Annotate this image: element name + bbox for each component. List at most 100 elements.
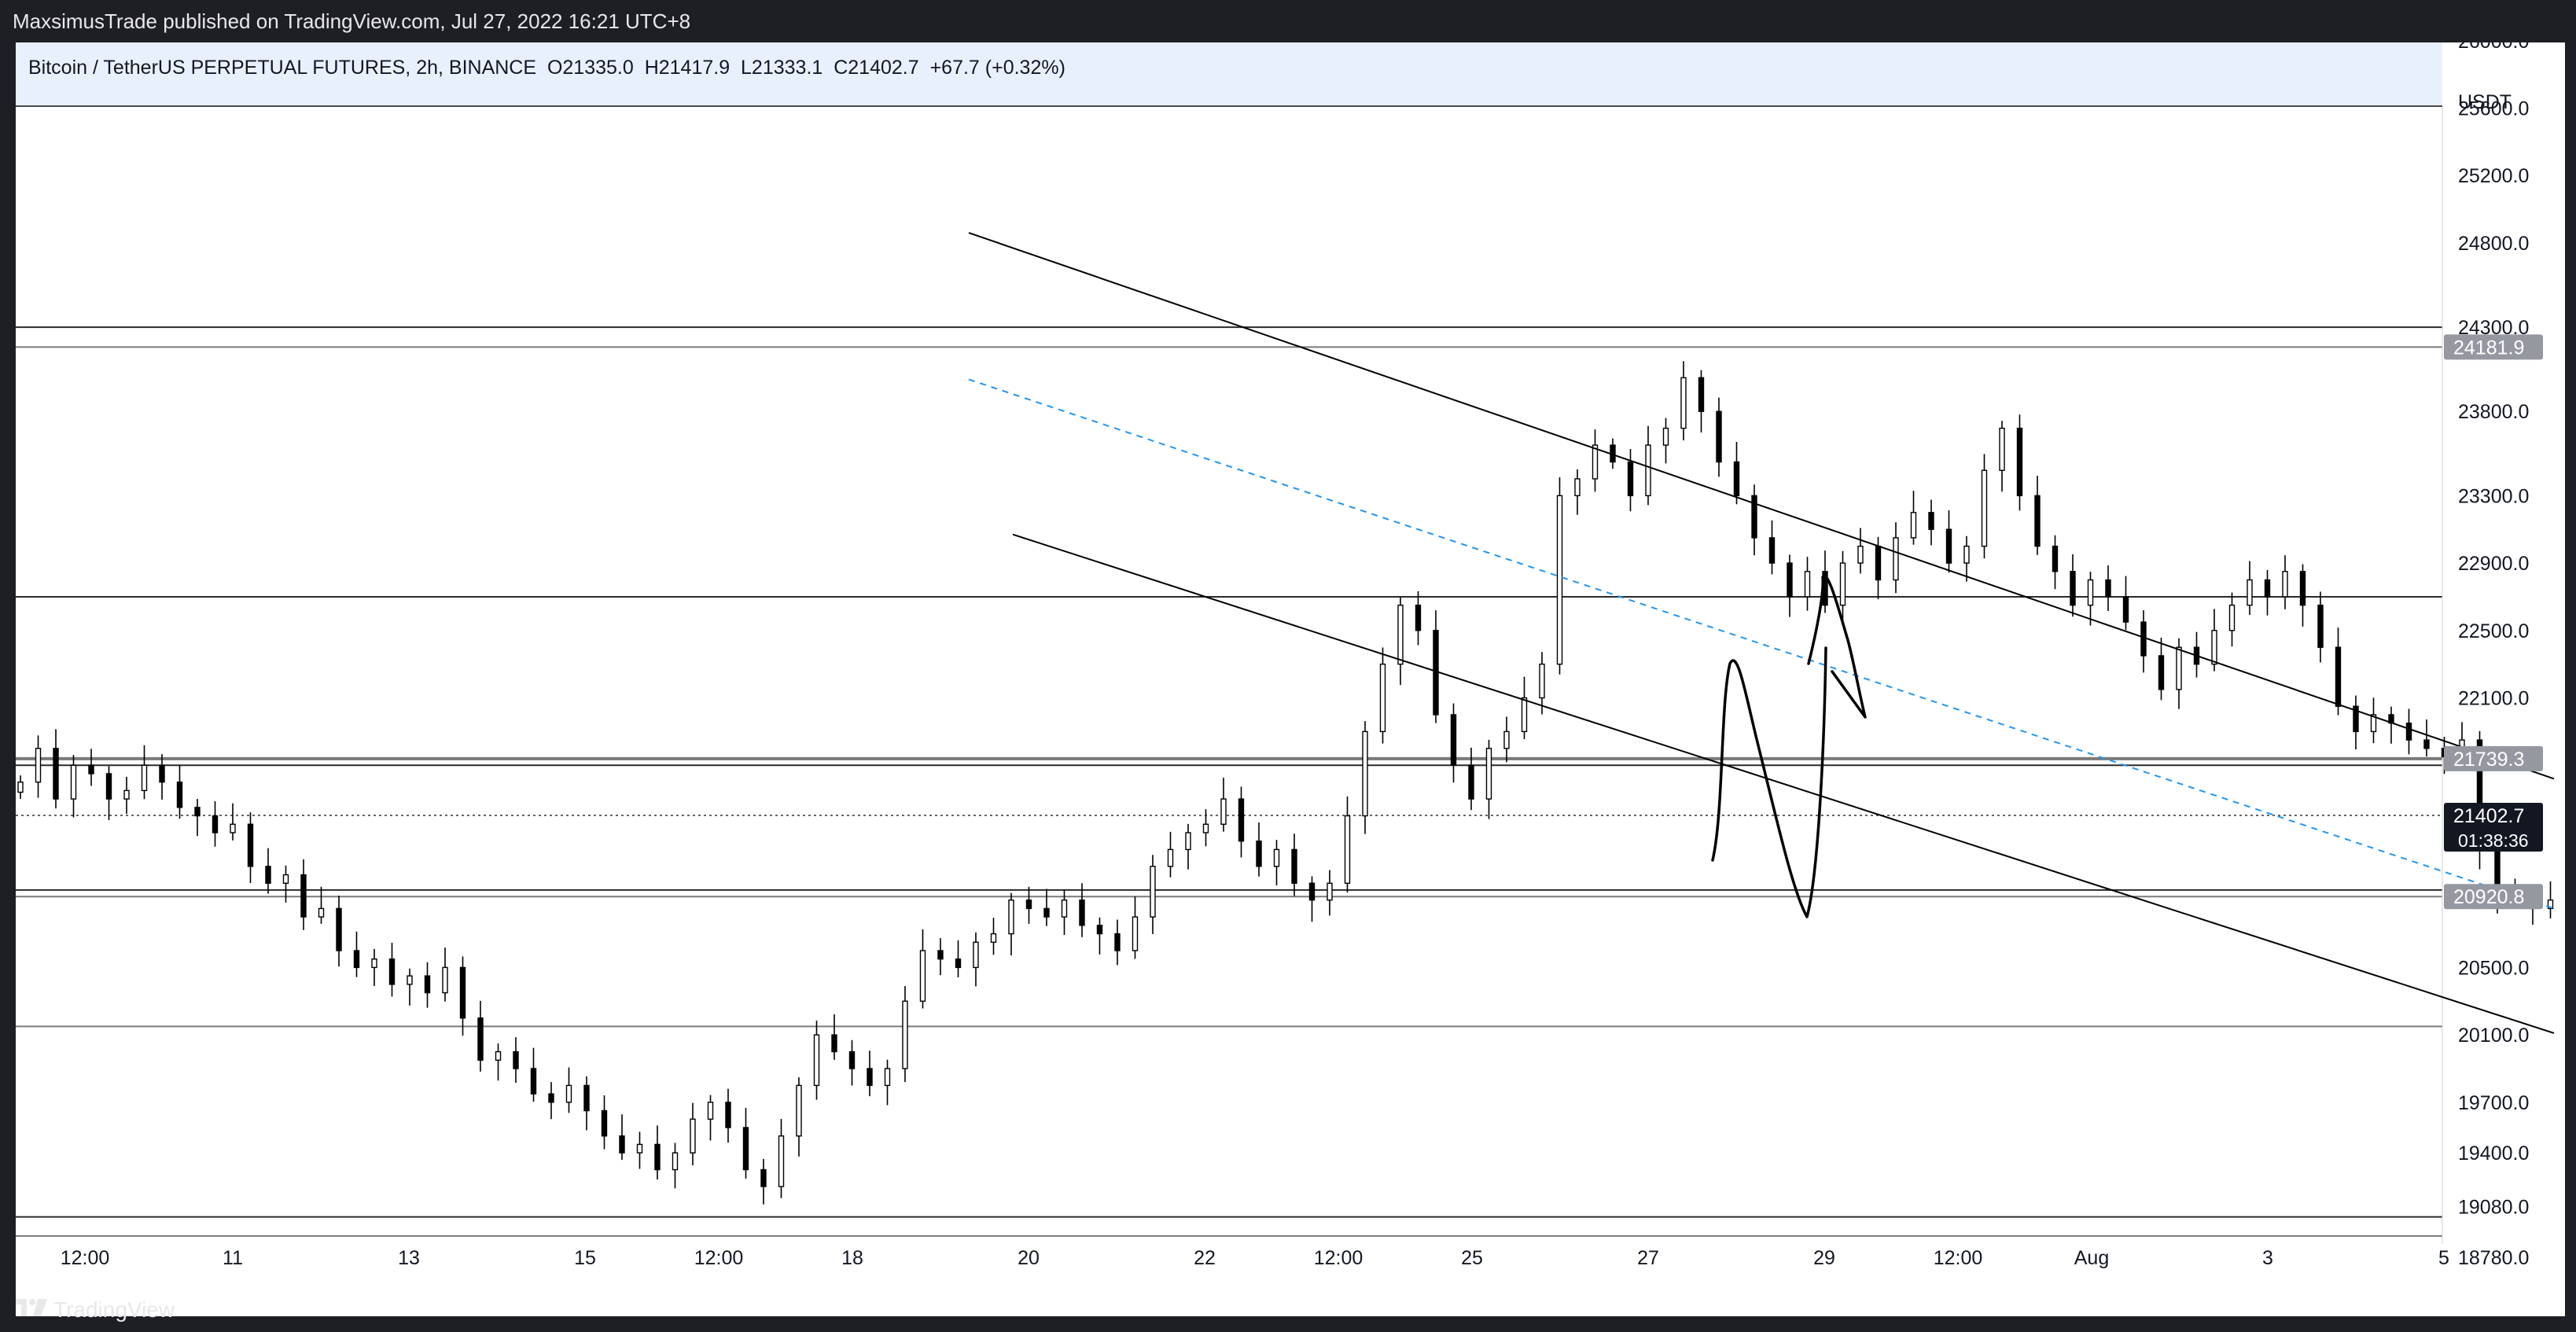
candle[interactable] xyxy=(2282,571,2288,598)
candle[interactable] xyxy=(1787,562,1793,598)
candle[interactable] xyxy=(230,823,236,833)
candle[interactable] xyxy=(1397,604,1404,665)
candle[interactable] xyxy=(141,764,148,792)
candle[interactable] xyxy=(1574,478,1581,497)
candle[interactable] xyxy=(2370,714,2377,733)
candle[interactable] xyxy=(2335,646,2342,707)
candle[interactable] xyxy=(194,807,201,817)
candle[interactable] xyxy=(2405,722,2412,741)
candle[interactable] xyxy=(2034,495,2041,547)
candle[interactable] xyxy=(955,958,962,969)
candle[interactable] xyxy=(159,764,165,783)
candle[interactable] xyxy=(902,1000,908,1069)
candle[interactable] xyxy=(813,1034,820,1087)
candle[interactable] xyxy=(2140,621,2147,657)
candle[interactable] xyxy=(212,815,219,833)
candle[interactable] xyxy=(1150,866,1156,918)
candle[interactable] xyxy=(690,1118,696,1154)
candle[interactable] xyxy=(937,950,944,960)
candle[interactable] xyxy=(1167,848,1174,867)
candle[interactable] xyxy=(300,874,307,918)
candle[interactable] xyxy=(1645,444,1651,497)
candle[interactable] xyxy=(1291,848,1297,884)
candle[interactable] xyxy=(1132,916,1139,951)
candle[interactable] xyxy=(848,1051,856,1069)
candle[interactable] xyxy=(742,1127,749,1171)
candle[interactable] xyxy=(583,1084,590,1112)
candle[interactable] xyxy=(1521,697,1528,733)
candle[interactable] xyxy=(1839,562,1846,606)
tradingview-logo-icon[interactable] xyxy=(14,1296,49,1319)
candle[interactable] xyxy=(477,1017,484,1061)
candle[interactable] xyxy=(1556,495,1563,665)
candle[interactable] xyxy=(53,748,59,800)
candle[interactable] xyxy=(1875,545,1882,581)
candle[interactable] xyxy=(1698,377,1705,412)
candle[interactable] xyxy=(636,1143,643,1154)
candle[interactable] xyxy=(707,1102,714,1120)
candle[interactable] xyxy=(1468,764,1474,800)
candle[interactable] xyxy=(2228,604,2236,631)
candle[interactable] xyxy=(1981,469,1988,547)
candle[interactable] xyxy=(1220,798,1227,825)
candle[interactable] xyxy=(884,1068,891,1087)
candle[interactable] xyxy=(88,764,94,775)
candle[interactable] xyxy=(1893,537,1899,581)
candle[interactable] xyxy=(176,781,183,808)
candle[interactable] xyxy=(1662,427,1669,446)
candle[interactable] xyxy=(318,907,325,918)
candle[interactable] xyxy=(2211,630,2217,665)
candle[interactable] xyxy=(1485,748,1492,800)
candle[interactable] xyxy=(2016,427,2023,497)
candle[interactable] xyxy=(1768,537,1776,564)
candle[interactable] xyxy=(1928,512,1934,530)
candle[interactable] xyxy=(1256,840,1262,867)
candle[interactable] xyxy=(1592,444,1599,480)
candle[interactable] xyxy=(796,1084,802,1137)
candle[interactable] xyxy=(867,1068,873,1087)
candle[interactable] xyxy=(2317,604,2324,648)
candle[interactable] xyxy=(2247,579,2253,606)
candle[interactable] xyxy=(1680,377,1687,429)
candle[interactable] xyxy=(1185,832,1191,851)
candle[interactable] xyxy=(2264,579,2271,598)
candle[interactable] xyxy=(247,823,254,867)
candle[interactable] xyxy=(1079,899,1085,926)
price-label-box[interactable] xyxy=(2444,802,2543,852)
candle[interactable] xyxy=(1202,823,1209,833)
candle[interactable] xyxy=(990,933,997,943)
candle[interactable] xyxy=(1096,925,1103,935)
price-label-box[interactable] xyxy=(2444,745,2543,771)
legend-symbol[interactable]: Bitcoin / TetherUS PERPETUAL FUTURES, 2h… xyxy=(28,57,537,79)
candle[interactable] xyxy=(1910,512,1917,539)
candle[interactable] xyxy=(336,907,342,951)
price-chart[interactable]: 26800.026000.025600.025200.024800.024300… xyxy=(16,42,2565,1316)
candle[interactable] xyxy=(831,1034,837,1053)
candle[interactable] xyxy=(1857,545,1864,564)
projection-drawing[interactable] xyxy=(1711,574,1867,918)
channel-lower-line[interactable] xyxy=(1012,533,2555,1034)
candle[interactable] xyxy=(407,975,413,985)
candle[interactable] xyxy=(1733,461,1740,497)
candle[interactable] xyxy=(2105,579,2111,598)
candle[interactable] xyxy=(1273,848,1280,867)
candle[interactable] xyxy=(919,950,926,1002)
candle[interactable] xyxy=(2158,655,2165,690)
candle[interactable] xyxy=(353,950,360,969)
candle[interactable] xyxy=(17,781,24,793)
candle[interactable] xyxy=(1716,410,1722,463)
candle[interactable] xyxy=(1114,933,1121,951)
price-label-box[interactable] xyxy=(2444,334,2543,360)
candle[interactable] xyxy=(1308,882,1316,901)
candle[interactable] xyxy=(2423,739,2430,749)
candle[interactable] xyxy=(1327,882,1333,901)
candle[interactable] xyxy=(388,958,396,985)
candle[interactable] xyxy=(1999,427,2005,471)
candle[interactable] xyxy=(495,1051,502,1061)
price-label-box[interactable] xyxy=(2444,884,2543,910)
candle[interactable] xyxy=(760,1168,767,1187)
candle[interactable] xyxy=(654,1143,661,1171)
candle[interactable] xyxy=(1751,495,1757,539)
candle[interactable] xyxy=(1415,604,1422,631)
candle[interactable] xyxy=(2353,705,2359,733)
